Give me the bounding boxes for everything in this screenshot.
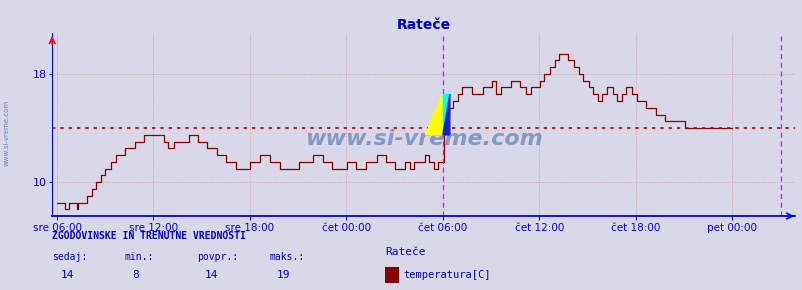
Polygon shape (443, 94, 449, 135)
Text: www.si-vreme.com: www.si-vreme.com (3, 100, 10, 166)
Text: 8: 8 (132, 270, 139, 280)
Polygon shape (425, 94, 443, 135)
Text: maks.:: maks.: (269, 251, 304, 262)
Text: Rateče: Rateče (385, 247, 425, 257)
Text: 14: 14 (60, 270, 74, 280)
Text: ZGODOVINSKE IN TRENUTNE VREDNOSTI: ZGODOVINSKE IN TRENUTNE VREDNOSTI (52, 231, 245, 241)
Text: povpr.:: povpr.: (196, 251, 237, 262)
Title: Rateče: Rateče (396, 18, 450, 32)
Polygon shape (443, 94, 449, 135)
Text: 14: 14 (205, 270, 218, 280)
Text: sedaj:: sedaj: (52, 251, 87, 262)
Text: min.:: min.: (124, 251, 154, 262)
Text: 19: 19 (277, 270, 290, 280)
Text: www.si-vreme.com: www.si-vreme.com (304, 129, 542, 149)
Text: temperatura[C]: temperatura[C] (403, 271, 490, 280)
